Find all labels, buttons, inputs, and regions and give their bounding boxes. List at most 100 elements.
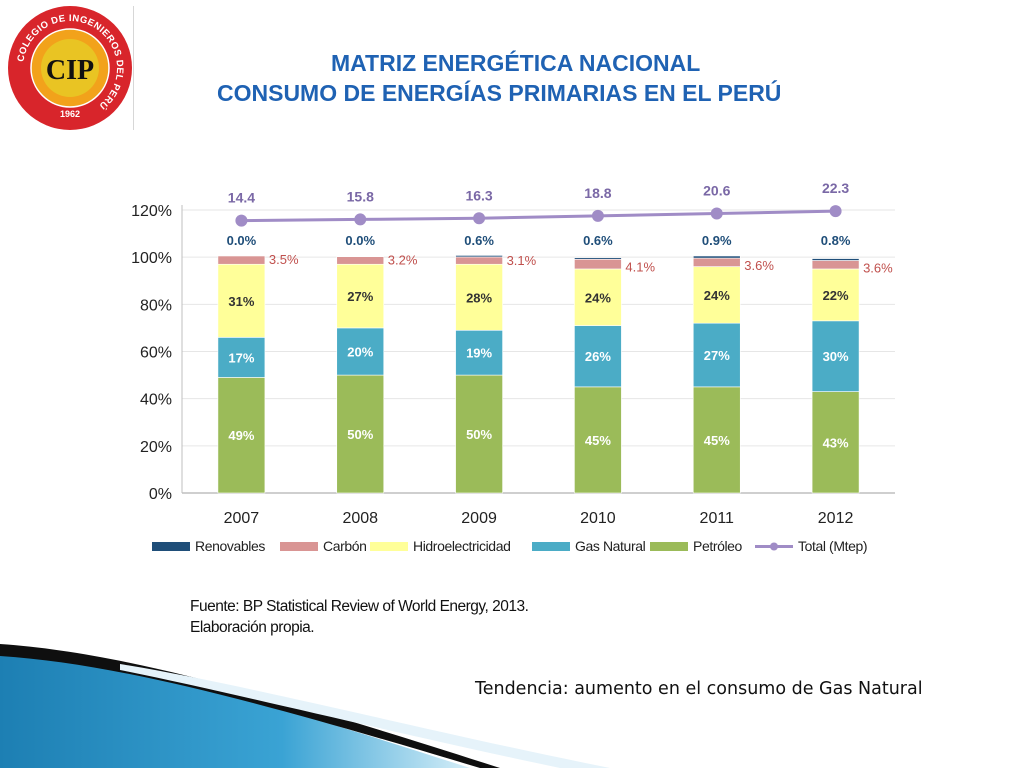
bar-carbn-2008 [336, 256, 385, 265]
legend-label: Total (Mtep) [798, 538, 867, 554]
data-label-renovables-2012: 0.8% [821, 233, 851, 248]
legend-label: Renovables [195, 538, 265, 554]
legend-swatch-petrleo [650, 542, 688, 551]
legend-label: Petróleo [693, 538, 743, 554]
x-tick-label: 2009 [461, 510, 497, 527]
data-label-renovables-2009: 0.6% [464, 233, 494, 248]
bar-gasnatural-2009 [455, 329, 503, 376]
y-tick-label: 0% [149, 486, 172, 503]
bar-gasnatural-2011 [692, 322, 741, 388]
data-label-hidroelectricidad-2010: 24% [585, 290, 611, 305]
legend-swatch-hidroelectricidad [370, 542, 408, 551]
data-label-hidroelectricidad-2012: 22% [823, 288, 849, 303]
data-label-hidroelectricidad-2011: 24% [704, 288, 730, 303]
bar-renovables-2009 [455, 255, 503, 258]
total-point-2009 [473, 212, 486, 225]
chart-source: Fuente: BP Statistical Review of World E… [190, 596, 529, 638]
data-label-hidroelectricidad-2009: 28% [466, 290, 492, 305]
y-tick-label: 80% [140, 297, 172, 314]
decorative-wave [0, 644, 610, 768]
total-label-2010: 18.8 [584, 185, 611, 201]
total-point-2012 [829, 205, 842, 218]
y-tick-label: 20% [140, 439, 172, 456]
bar-renovables-2012 [811, 258, 860, 261]
bar-gasnatural-2007 [217, 337, 266, 378]
total-point-2007 [235, 214, 248, 227]
energy-matrix-chart: 0% 20% 40% 60% 80% 100% 120% 49% 17% 31% 3.5% 0.0% 2… [131, 180, 895, 554]
cip-logo: COLEGIO DE INGENIEROS DEL PERÚ CIP 1962 [8, 6, 132, 130]
legend-swatch-total-marker [770, 542, 778, 551]
data-label-gasnatural-2007: 17% [228, 350, 254, 365]
total-point-2011 [710, 207, 723, 220]
legend-swatch-carbn [280, 542, 318, 551]
total-label-2007: 14.4 [228, 190, 255, 206]
x-tick-label: 2011 [700, 510, 735, 527]
logo-divider [133, 6, 134, 130]
x-tick-label: 2008 [342, 510, 378, 527]
data-label-gasnatural-2009: 19% [466, 346, 492, 361]
bar-carbn-2007 [217, 255, 266, 265]
logo-year: 1962 [60, 109, 80, 119]
data-label-renovables-2010: 0.6% [583, 233, 613, 248]
data-label-renovables-2011: 0.9% [702, 233, 732, 248]
source-line-1: Fuente: BP Statistical Review of World E… [190, 598, 529, 615]
data-label-petrleo-2010: 45% [585, 433, 611, 448]
total-label-2011: 20.6 [703, 183, 730, 199]
bar-petrleo-2009 [455, 374, 503, 494]
y-tick-label: 120% [131, 203, 172, 220]
bar-hidroelectricidad-2009 [455, 263, 503, 331]
data-label-petrleo-2012: 43% [823, 435, 849, 450]
total-label-2012: 22.3 [822, 180, 849, 196]
data-label-gasnatural-2011: 27% [704, 348, 730, 363]
logo-monogram: CIP [46, 55, 94, 86]
bar-gasnatural-2012 [811, 320, 860, 392]
total-mtep-line [241, 209, 836, 223]
total-point-2010 [591, 209, 604, 222]
bar-carbn-2009 [455, 256, 503, 265]
data-label-renovables-2008: 0.0% [345, 233, 375, 248]
x-tick-label: 2010 [580, 510, 616, 527]
x-tick-label: 2007 [224, 510, 260, 527]
data-label-carbon-2011: 3.6% [744, 258, 774, 273]
data-label-carbon-2008: 3.2% [388, 253, 418, 268]
bar-hidroelectricidad-2012 [811, 268, 860, 322]
trend-note: Tendencia: aumento en el consumo de Gas … [475, 679, 923, 699]
page-title-line-1: MATRIZ ENERGÉTICA NACIONAL [331, 50, 701, 76]
data-label-hidroelectricidad-2007: 31% [228, 294, 254, 309]
data-label-carbon-2012: 3.6% [863, 260, 893, 275]
legend-label: Carbón [323, 538, 367, 554]
data-label-carbon-2010: 4.1% [625, 259, 655, 274]
y-tick-label: 100% [131, 250, 172, 267]
legend-label: Hidroelectricidad [413, 538, 510, 554]
legend-label: Gas Natural [575, 538, 646, 554]
total-point-2008 [354, 213, 367, 226]
total-label-2009: 16.3 [465, 187, 492, 203]
bar-gasnatural-2008 [336, 327, 385, 376]
source-line-2: Elaboración propia. [190, 619, 315, 636]
data-label-petrleo-2008: 50% [347, 427, 373, 442]
bar-petrleo-2012 [811, 391, 860, 494]
data-label-carbon-2007: 3.5% [269, 252, 299, 267]
y-tick-label: 40% [140, 392, 172, 409]
bar-carbn-2010 [574, 258, 622, 270]
y-tick-label: 60% [140, 345, 172, 362]
bar-renovables-2010 [574, 257, 622, 260]
data-label-carbon-2009: 3.1% [507, 253, 537, 268]
data-label-petrleo-2011: 45% [704, 433, 730, 448]
data-label-gasnatural-2008: 20% [347, 345, 373, 360]
bar-hidroelectricidad-2011 [692, 266, 741, 324]
page-title-line-2: CONSUMO DE ENERGÍAS PRIMARIAS EN EL PERÚ [217, 80, 782, 106]
x-tick-label: 2012 [818, 510, 854, 527]
data-label-petrleo-2009: 50% [466, 427, 492, 442]
legend-swatch-gasnatural [532, 542, 570, 551]
data-label-petrleo-2007: 49% [228, 428, 254, 443]
data-label-gasnatural-2012: 30% [823, 349, 849, 364]
data-label-hidroelectricidad-2008: 27% [347, 289, 373, 304]
bar-carbn-2011 [692, 257, 741, 267]
bar-hidroelectricidad-2010 [574, 268, 622, 326]
bar-petrleo-2010 [574, 386, 622, 494]
bar-petrleo-2007 [217, 377, 266, 494]
bar-hidroelectricidad-2008 [336, 263, 385, 329]
data-label-gasnatural-2010: 26% [585, 349, 611, 364]
data-label-renovables-2007: 0.0% [227, 233, 257, 248]
